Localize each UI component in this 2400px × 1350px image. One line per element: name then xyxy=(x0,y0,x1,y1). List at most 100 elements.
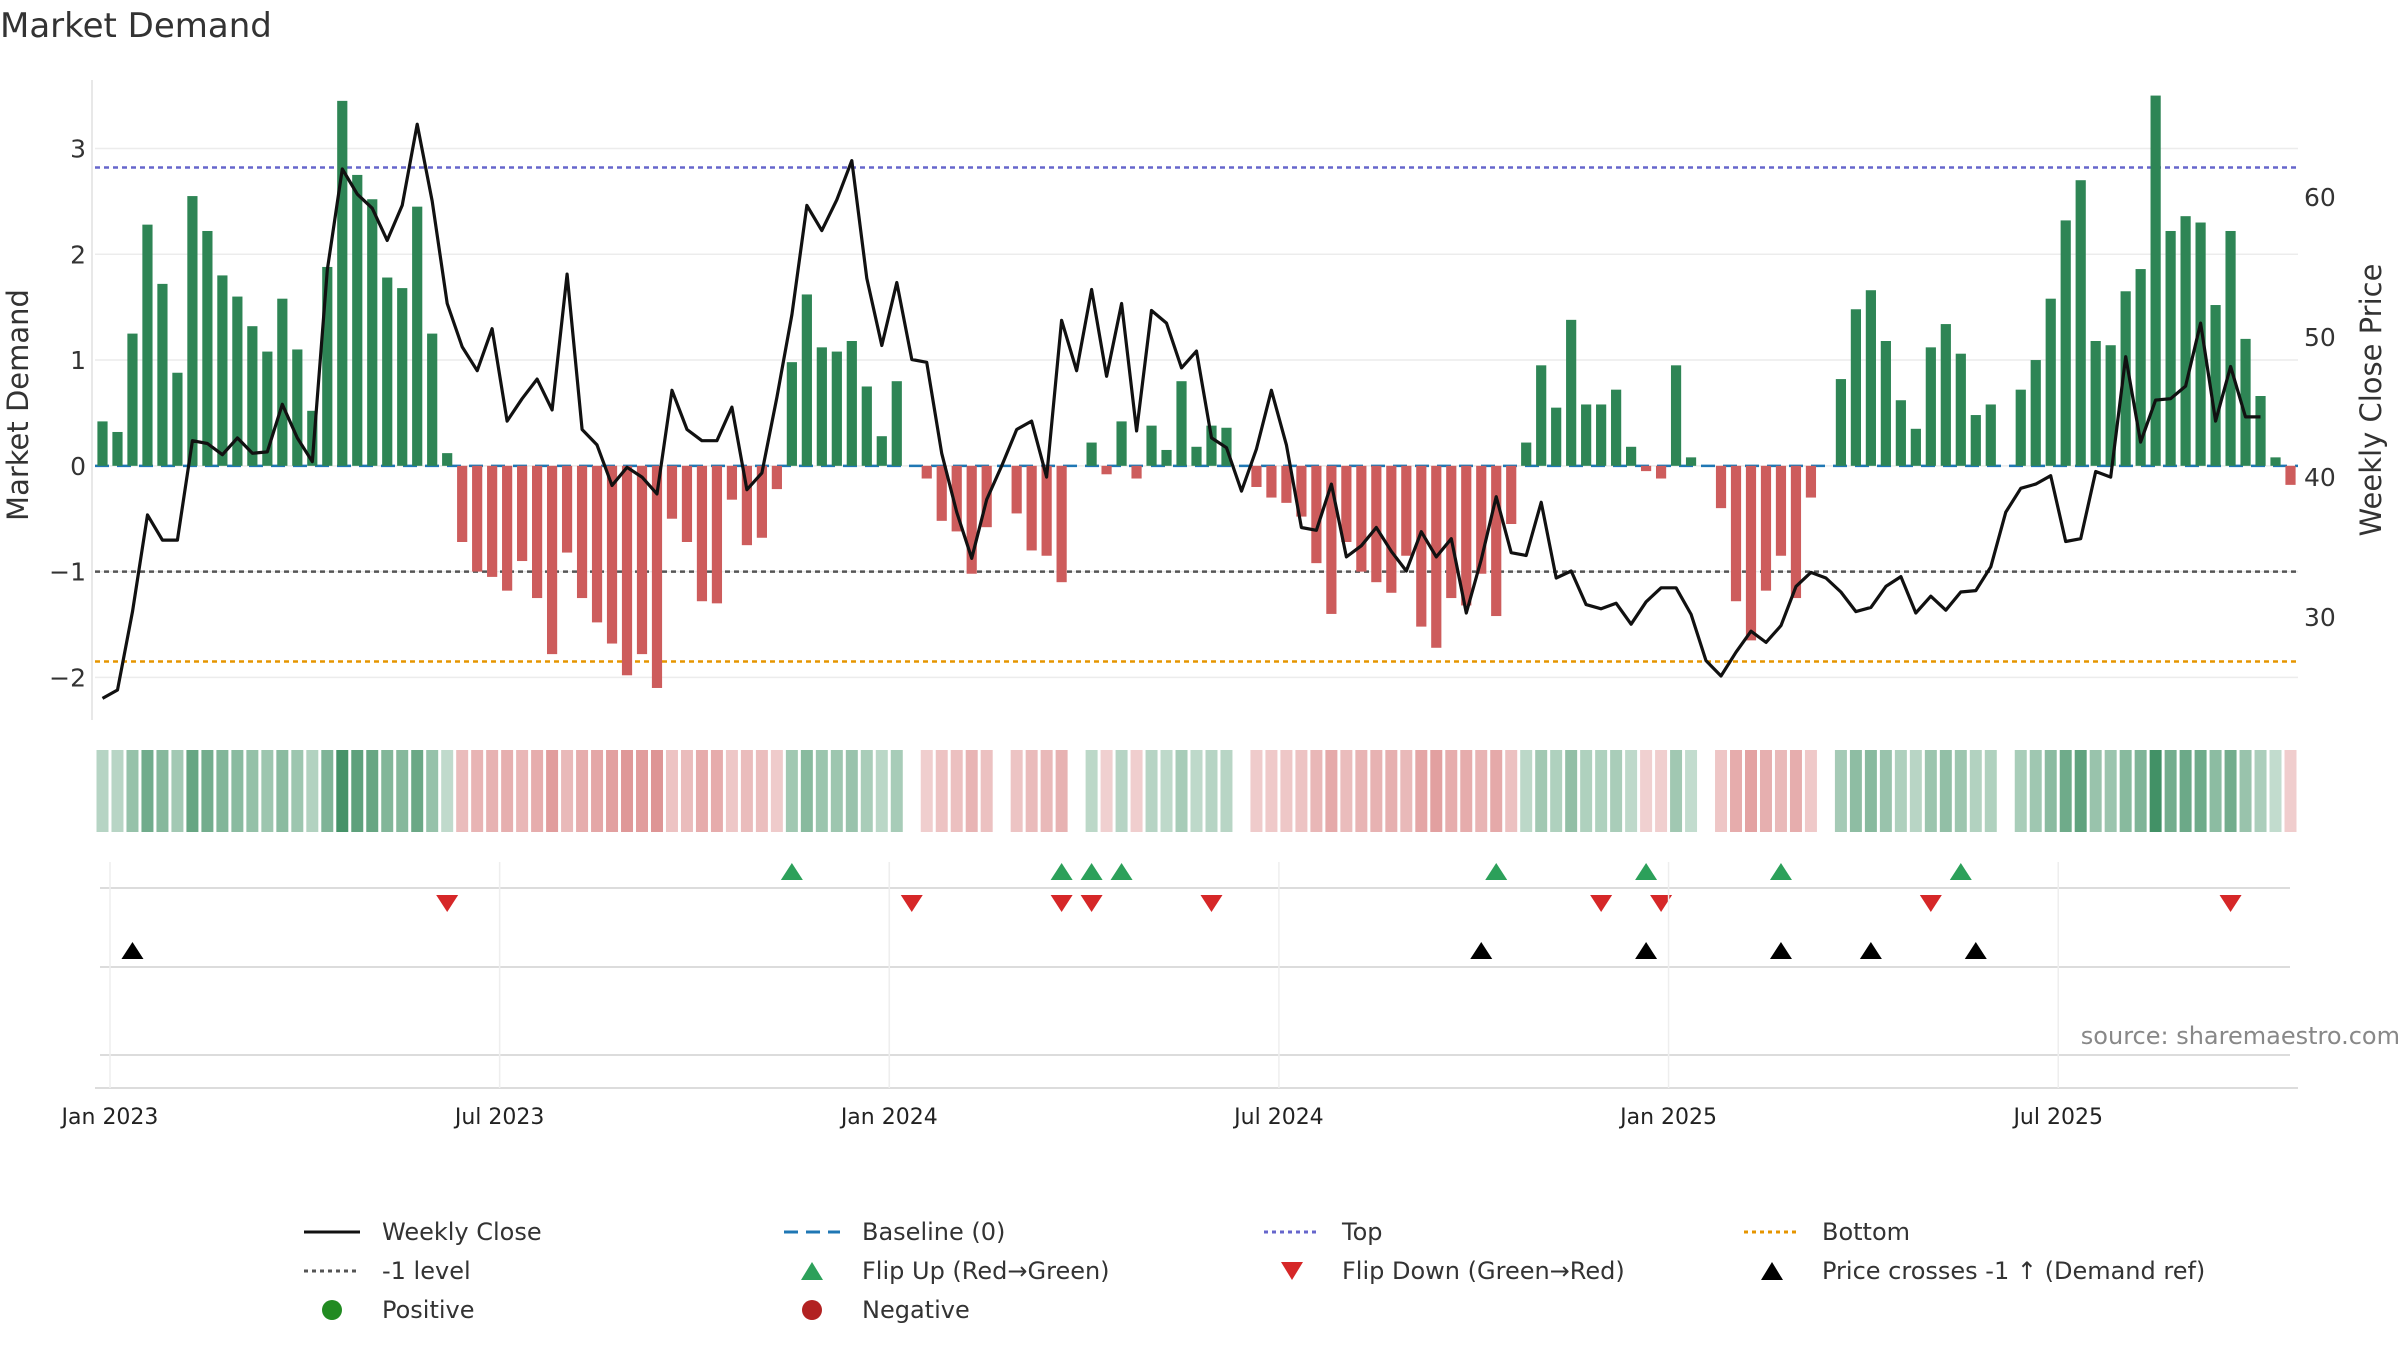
heat-cell xyxy=(830,750,843,832)
heat-cell xyxy=(336,750,349,832)
demand-bar xyxy=(202,230,213,466)
demand-bar xyxy=(1880,341,1891,466)
heat-cell xyxy=(2074,750,2087,832)
price-cross-marker xyxy=(1635,942,1658,959)
circle-dot-icon xyxy=(802,1300,822,1320)
heat-cell xyxy=(606,750,619,832)
legend-label: Price crosses -1 ↑ (Demand ref) xyxy=(1822,1257,2206,1285)
demand-bar xyxy=(1461,465,1472,606)
demand-bar xyxy=(2255,396,2266,466)
heat-cell xyxy=(456,750,469,832)
heat-cell xyxy=(276,750,289,832)
demand-bar xyxy=(1161,449,1172,466)
y-tick-label: 3 xyxy=(70,134,86,163)
heat-cell xyxy=(1085,750,1098,832)
heat-cell xyxy=(1400,750,1413,832)
demand-bar xyxy=(1835,379,1847,466)
heat-cell xyxy=(1879,750,1892,832)
heat-cell xyxy=(1010,750,1023,832)
demand-bar xyxy=(1685,457,1697,466)
demand-bar xyxy=(666,465,678,519)
flip-down-marker xyxy=(1200,895,1223,912)
demand-bar xyxy=(2180,216,2191,466)
demand-bar xyxy=(1596,404,1607,466)
axes: 3 2 1 0 −1 −2 60 50 40 30 Market Demand Weekly Clos… xyxy=(1,80,2388,1130)
y-axis-label: Market Demand xyxy=(1,289,35,521)
demand-bar xyxy=(307,410,318,466)
heat-cell xyxy=(980,750,993,832)
heat-cell xyxy=(171,750,184,832)
legend-weekly-close: Weekly Close xyxy=(300,1218,542,1246)
legend-baseline: Baseline (0) xyxy=(780,1218,1005,1246)
heat-cell xyxy=(1924,750,1937,832)
legend-label: Flip Down (Green→Red) xyxy=(1342,1257,1625,1285)
triangle-up-icon xyxy=(1761,1262,1783,1280)
heat-cell xyxy=(621,750,634,832)
demand-bar xyxy=(2195,222,2206,466)
demand-bar xyxy=(1581,404,1592,466)
flip-up-marker xyxy=(1050,863,1073,880)
demand-bar xyxy=(936,465,947,521)
heat-cell xyxy=(1025,750,1038,832)
y2-tick-label: 60 xyxy=(2304,183,2336,212)
y-tick-label: 0 xyxy=(70,452,86,481)
flip-up-marker xyxy=(1949,863,1972,880)
heat-cell xyxy=(1804,750,1817,832)
demand-bar xyxy=(2045,298,2056,466)
heat-cell xyxy=(1535,750,1548,832)
heat-cell xyxy=(1774,750,1787,832)
heat-cell xyxy=(1130,750,1143,832)
demand-bars xyxy=(97,95,2296,688)
heat-cell xyxy=(2284,750,2297,832)
heat-cell xyxy=(1759,750,1772,832)
heat-cell xyxy=(1565,750,1578,832)
heat-cell xyxy=(1280,750,1293,832)
x-tick-label: Jan 2025 xyxy=(1618,1105,1717,1130)
y-tick-label: −2 xyxy=(49,663,86,692)
demand-bar xyxy=(1865,290,1876,466)
demand-bar xyxy=(561,465,573,553)
heat-cell xyxy=(950,750,963,832)
heat-cell xyxy=(2119,750,2132,832)
heat-cell xyxy=(2254,750,2267,832)
heat-cell xyxy=(1490,750,1503,832)
flip-up-marker xyxy=(1110,863,1133,880)
demand-bar xyxy=(1476,465,1487,574)
heat-cell xyxy=(1730,750,1743,832)
demand-bar xyxy=(2075,180,2086,466)
demand-bar xyxy=(1760,465,1772,591)
heat-cell xyxy=(785,750,798,832)
demand-bar xyxy=(591,465,603,623)
x-tick-label: Jul 2025 xyxy=(2011,1105,2103,1130)
demand-bar xyxy=(247,326,258,466)
demand-bar xyxy=(217,275,228,466)
heat-cell xyxy=(561,750,574,832)
heat-cell xyxy=(1250,750,1263,832)
heat-cell xyxy=(306,750,319,832)
demand-bar xyxy=(2105,345,2116,466)
demand-bar xyxy=(951,465,962,532)
heat-cell xyxy=(1190,750,1203,832)
circle-dot-icon xyxy=(322,1300,342,1320)
heat-cell xyxy=(1355,750,1368,832)
demand-bar xyxy=(1116,421,1127,466)
demand-bar xyxy=(2240,338,2251,466)
demand-bar xyxy=(2270,457,2281,466)
heat-cell xyxy=(1475,750,1488,832)
heat-cell xyxy=(1505,750,1518,832)
demand-bar xyxy=(442,453,453,466)
flip-down-marker xyxy=(1080,895,1103,912)
heat-cell xyxy=(156,750,169,832)
heat-cell xyxy=(1205,750,1218,832)
demand-bar xyxy=(127,333,138,466)
demand-bar xyxy=(1955,353,1966,466)
heat-cell xyxy=(1685,750,1698,832)
heat-cell xyxy=(441,750,454,832)
demand-bar xyxy=(1146,425,1157,466)
demand-bar xyxy=(112,431,123,466)
demand-bar xyxy=(1011,465,1022,514)
demand-bar xyxy=(2120,291,2131,466)
demand-bar xyxy=(472,465,483,572)
heat-cell xyxy=(2104,750,2117,832)
